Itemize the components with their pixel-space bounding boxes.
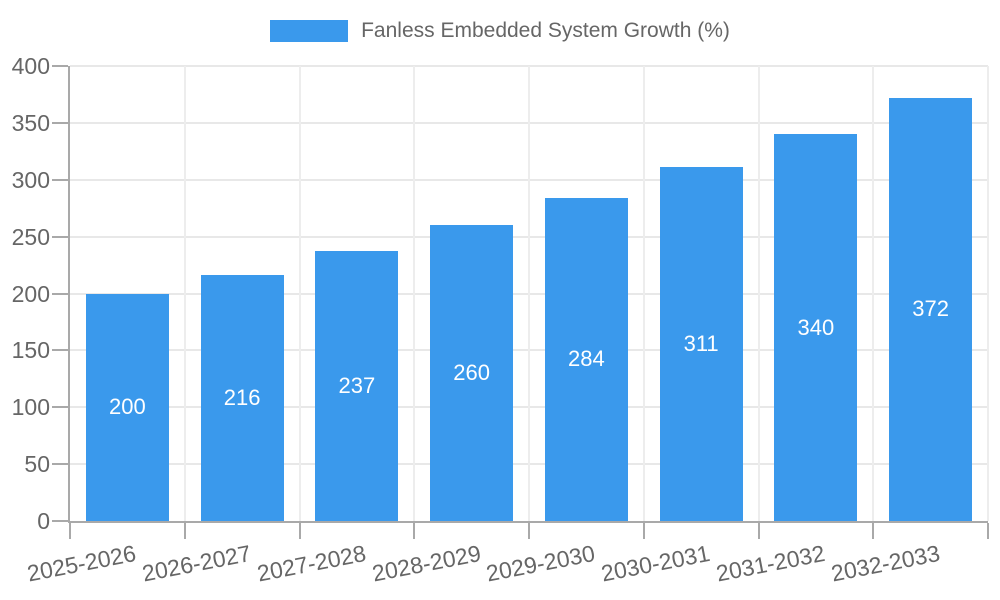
x-tick-mark [757, 523, 760, 539]
y-tick-mark [52, 406, 68, 409]
x-tick-mark [183, 523, 186, 539]
x-tick-mark [69, 523, 71, 539]
y-tick-mark [52, 121, 68, 124]
y-tick-mark [52, 65, 68, 67]
bar[interactable] [200, 275, 284, 521]
chart-legend: Fanless Embedded System Growth (%) [0, 20, 1000, 42]
x-axis-line [68, 521, 988, 523]
y-axis-tick-label: 300 [11, 166, 50, 193]
x-tick-mark [413, 523, 416, 539]
gridline-v [413, 66, 416, 521]
y-tick-mark [52, 292, 68, 295]
y-axis-tick-label: 150 [11, 337, 50, 364]
y-axis-tick-label: 100 [11, 394, 50, 421]
bar[interactable] [774, 134, 858, 521]
gridline-v [757, 66, 760, 521]
y-axis-tick-label: 200 [11, 280, 50, 307]
y-axis-line [68, 66, 70, 523]
gridline-v [642, 66, 645, 521]
gridline-v [183, 66, 186, 521]
bar[interactable] [544, 197, 628, 521]
y-tick-mark [52, 178, 68, 181]
x-tick-mark [528, 523, 530, 539]
y-tick-mark [52, 349, 68, 352]
bar[interactable] [430, 225, 514, 521]
y-axis-tick-label: 350 [11, 109, 50, 136]
x-tick-mark [642, 523, 645, 539]
y-tick-mark [52, 235, 68, 238]
y-axis-tick-label: 0 [37, 508, 50, 534]
bar[interactable] [85, 293, 169, 521]
legend-swatch-icon [270, 20, 349, 42]
bar[interactable] [315, 251, 399, 521]
y-tick-mark [52, 463, 68, 466]
legend-item[interactable]: Fanless Embedded System Growth (%) [270, 20, 730, 42]
y-axis-tick-label: 250 [11, 223, 50, 250]
y-axis-tick-label: 400 [11, 53, 50, 79]
x-tick-mark [987, 523, 989, 539]
gridline-v [987, 66, 989, 521]
bar[interactable] [659, 167, 743, 521]
legend-label: Fanless Embedded System Growth (%) [361, 19, 730, 42]
gridline-v [528, 66, 530, 521]
x-tick-mark [298, 523, 301, 539]
y-axis-tick-label: 50 [24, 451, 50, 478]
gridline-v [298, 66, 301, 521]
y-tick-mark [52, 520, 68, 522]
bar[interactable] [889, 97, 973, 521]
gridline-v [872, 66, 875, 521]
x-tick-mark [872, 523, 875, 539]
